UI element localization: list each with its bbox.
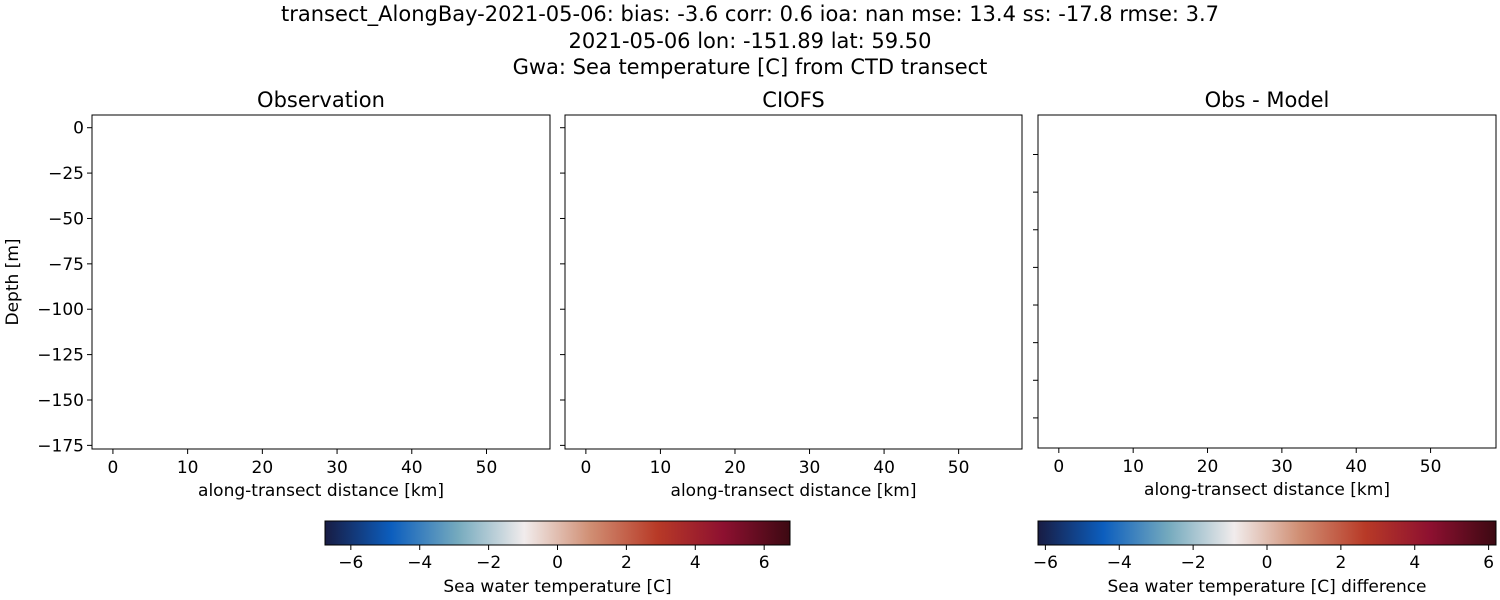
colorbar-tick-label: −6 (338, 553, 363, 573)
colorbar-tick-label: 0 (552, 553, 563, 573)
profiles (108, 123, 536, 439)
profiles (581, 123, 1008, 434)
x-axis-label: along-transect distance [km] (1144, 480, 1390, 500)
axes-frame (91, 114, 551, 450)
panel-title: Observation (257, 88, 385, 112)
colorbar-0 (324, 520, 791, 546)
x-tick-label: 40 (1345, 457, 1367, 477)
y-tick-label: −75 (48, 255, 84, 275)
colorbar-label: Sea water temperature [C] (443, 577, 671, 597)
x-tick-label: 20 (252, 458, 274, 478)
colorbar-tick-label: −4 (1107, 553, 1132, 573)
figure-title-line-3: Gwa: Sea temperature [C] from CTD transe… (512, 55, 988, 79)
y-tick-label: −50 (48, 209, 84, 229)
y-tick-label: −25 (48, 164, 84, 184)
x-tick-label: 0 (1053, 457, 1064, 477)
colorbar-tick-label: 2 (1335, 553, 1346, 573)
x-tick-label: 0 (108, 458, 119, 478)
x-axis-label: along-transect distance [km] (671, 481, 917, 501)
panel-1 (564, 114, 1023, 450)
colorbar-tick-label: −4 (407, 553, 432, 573)
panel-title: Obs - Model (1205, 88, 1330, 112)
x-tick-label: 20 (724, 458, 746, 478)
y-axis-label: Depth [m] (3, 238, 23, 325)
profiles (1054, 115, 1480, 448)
y-tick-label: −175 (37, 436, 84, 456)
colorbar-tick-label: 0 (1262, 553, 1273, 573)
colorbar (324, 520, 791, 546)
x-tick-label: 40 (401, 458, 423, 478)
x-tick-label: 20 (1197, 457, 1219, 477)
figure-title-line-2: 2021-05-06 lon: -151.89 lat: 59.50 (568, 29, 932, 53)
x-tick-label: 30 (326, 458, 348, 478)
x-tick-label: 50 (948, 458, 970, 478)
panel-0 (91, 114, 551, 450)
y-tick-label: −125 (37, 346, 84, 366)
colorbar-tick-label: −2 (476, 553, 501, 573)
x-tick-label: 50 (476, 458, 498, 478)
x-tick-label: 10 (177, 458, 199, 478)
figure-title-line-1: transect_AlongBay-2021-05-06: bias: -3.6… (280, 2, 1220, 26)
x-tick-label: 10 (1122, 457, 1144, 477)
y-tick-label: −150 (37, 391, 84, 411)
colorbar-tick-label: 2 (621, 553, 632, 573)
x-tick-label: 40 (873, 458, 895, 478)
colorbar-label: Sea water temperature [C] difference (1107, 577, 1426, 597)
colorbar-tick-label: 4 (1409, 553, 1420, 573)
colorbar-tick-label: 6 (759, 553, 770, 573)
colorbar-1 (1037, 520, 1497, 546)
axes-frame (1037, 114, 1497, 449)
y-tick-label: 0 (73, 119, 84, 139)
colorbar-tick-label: −2 (1181, 553, 1206, 573)
colorbar (1037, 520, 1497, 546)
x-tick-label: 30 (799, 458, 821, 478)
x-tick-label: 10 (650, 458, 672, 478)
x-tick-label: 0 (580, 458, 591, 478)
colorbar-tick-label: −6 (1033, 553, 1058, 573)
colorbar-tick-label: 6 (1483, 553, 1494, 573)
axes-frame (564, 114, 1023, 450)
x-tick-label: 30 (1271, 457, 1293, 477)
x-axis-label: along-transect distance [km] (198, 481, 444, 501)
panel-2 (1037, 114, 1497, 449)
panel-title: CIOFS (762, 88, 824, 112)
y-tick-label: −100 (37, 300, 84, 320)
x-tick-label: 50 (1420, 457, 1442, 477)
colorbar-tick-label: 4 (690, 553, 701, 573)
